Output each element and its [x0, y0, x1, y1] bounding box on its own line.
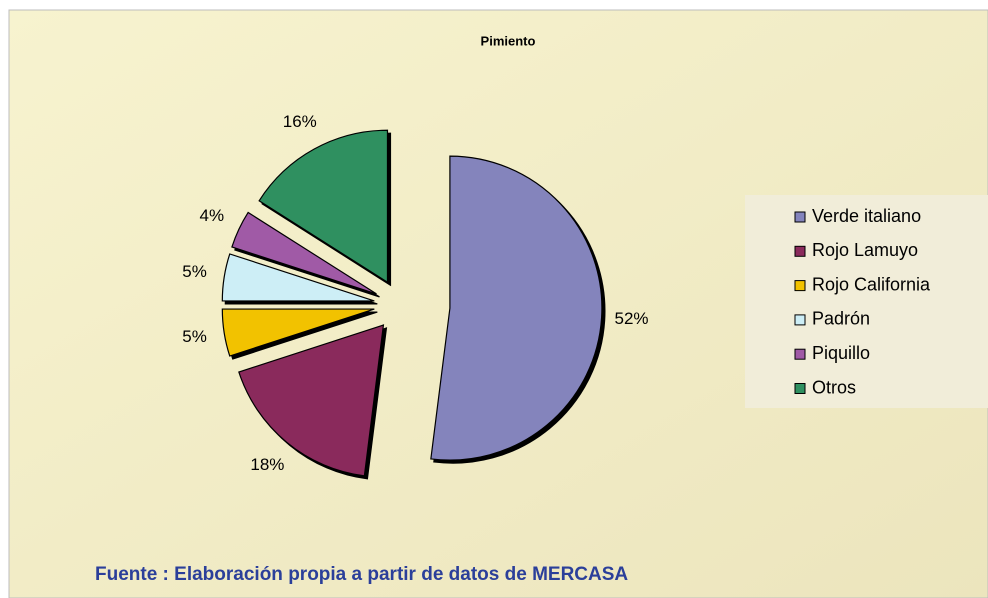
pie-slice [221, 308, 375, 357]
legend-swatch [794, 314, 806, 326]
data-label: 52% [615, 309, 649, 328]
legend-box [745, 195, 988, 408]
chart-title: Pimiento [481, 33, 536, 48]
data-label: 16% [283, 112, 317, 131]
legend-swatch [794, 348, 806, 360]
legend-label: Piquillo [812, 343, 870, 363]
legend-swatch [794, 245, 806, 257]
pie-slice [430, 155, 603, 461]
legend-label: Padrón [812, 309, 870, 329]
legend-label: Rojo Lamuyo [812, 240, 918, 260]
data-label: 5% [182, 327, 207, 346]
pie-slice [238, 324, 385, 477]
legend-label: Rojo California [812, 274, 931, 294]
pie-slice [231, 211, 377, 295]
legend-label: Otros [812, 377, 856, 397]
pie-slice [221, 253, 375, 302]
data-label: 4% [200, 206, 225, 225]
legend-swatch [794, 211, 806, 223]
legend-swatch [794, 280, 806, 292]
legend-swatch [794, 383, 806, 394]
data-label: 18% [250, 455, 284, 474]
legend-label: Verde italiano [812, 206, 921, 226]
pie-slice [258, 129, 389, 284]
source-note: Fuente : Elaboración propia a partir de … [95, 564, 628, 585]
data-label: 5% [182, 262, 207, 281]
